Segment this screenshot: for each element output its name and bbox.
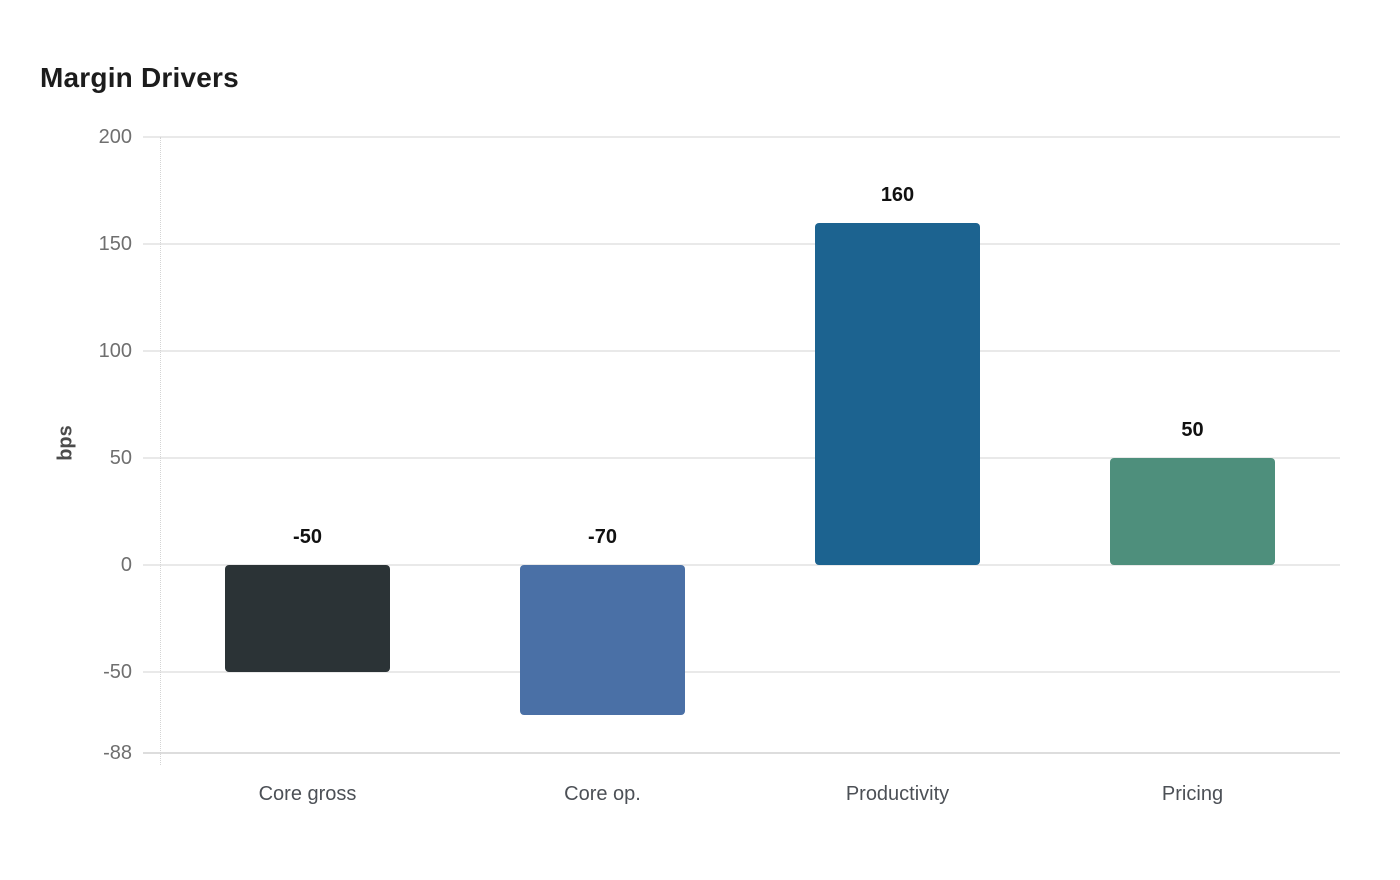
bar <box>520 565 685 715</box>
x-category-label: Core op. <box>564 783 641 805</box>
x-category-label: Pricing <box>1161 783 1224 805</box>
gridline <box>143 243 1340 245</box>
bar <box>815 223 980 565</box>
gridline <box>143 752 1340 754</box>
gridline <box>143 136 1340 138</box>
bar-value-label: -50 <box>293 526 322 548</box>
bar <box>225 565 390 672</box>
gridline <box>143 457 1340 459</box>
bar <box>1110 458 1275 565</box>
y-tick-label: 150 <box>98 233 132 255</box>
y-tick-label: -50 <box>103 661 132 683</box>
gridline <box>143 671 1340 673</box>
gridline <box>143 564 1340 566</box>
y-tick-label: 0 <box>120 554 132 576</box>
chart-title: Margin Drivers <box>40 62 239 93</box>
y-axis-line <box>160 137 161 765</box>
bar-value-label: -70 <box>588 526 617 548</box>
y-tick-label: 200 <box>98 126 132 148</box>
y-tick-label: 100 <box>98 340 132 362</box>
x-category-label: Productivity <box>845 783 950 805</box>
x-category-label: Core gross <box>258 783 357 805</box>
gridline <box>143 350 1340 352</box>
bar-value-label: 50 <box>1181 419 1204 441</box>
y-tick-label: -88 <box>103 742 132 764</box>
y-tick-label: 50 <box>109 447 132 469</box>
bar-value-label: 160 <box>880 184 915 206</box>
